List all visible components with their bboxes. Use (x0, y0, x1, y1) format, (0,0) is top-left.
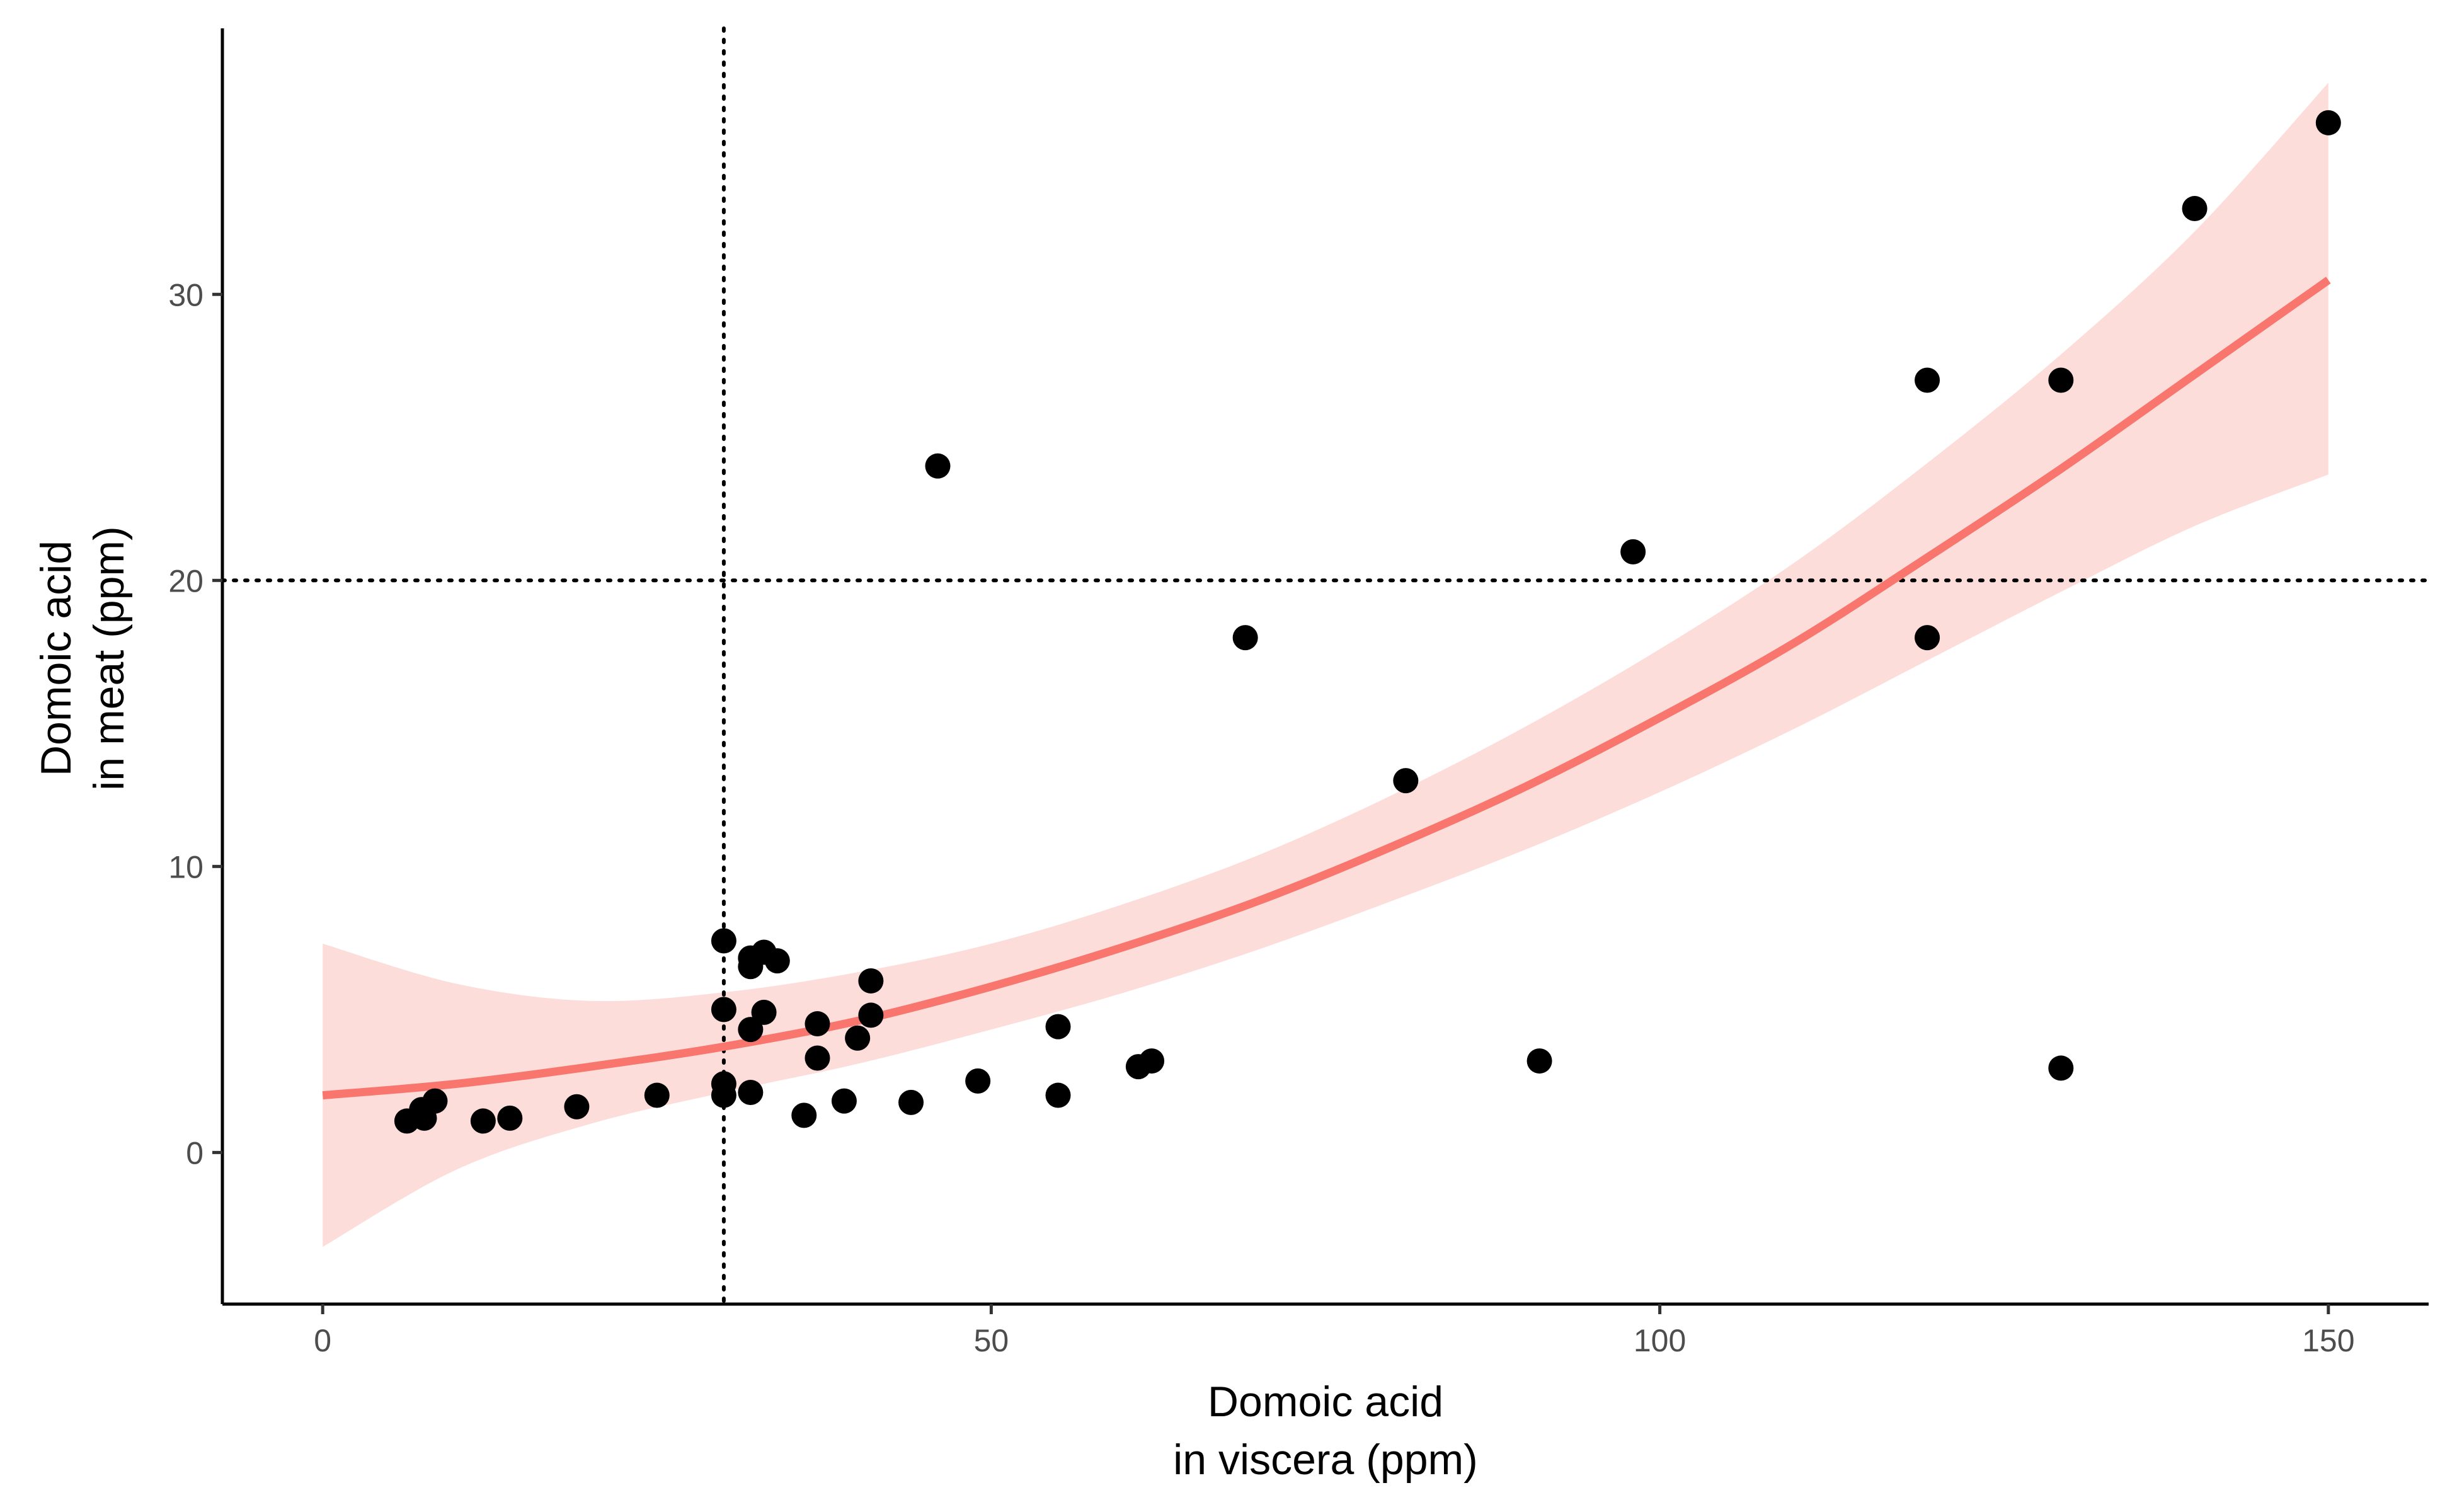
data-point (711, 928, 736, 954)
data-point (791, 1102, 817, 1128)
data-point (1620, 539, 1646, 564)
data-point (751, 999, 777, 1025)
data-point (1045, 1082, 1071, 1108)
y-tick-label: 0 (186, 1135, 203, 1171)
y-tick-label: 30 (168, 277, 203, 312)
y-axis-title-line1: Domoic acid (32, 541, 80, 776)
x-tick-label: 100 (1634, 1323, 1686, 1358)
data-point (1915, 367, 1940, 393)
x-tick-label: 0 (314, 1323, 331, 1358)
data-point (1139, 1048, 1165, 1074)
data-point (831, 1088, 857, 1114)
data-point (711, 997, 736, 1022)
data-point (925, 453, 951, 479)
data-point (2182, 196, 2208, 222)
panel-background (222, 28, 2429, 1304)
data-point (470, 1108, 496, 1134)
data-point (2048, 367, 2074, 393)
y-axis-ticks: 0 10 20 30 (168, 277, 222, 1171)
data-point (738, 1017, 764, 1043)
data-point (1526, 1048, 1552, 1074)
data-point (858, 1002, 884, 1028)
data-point (711, 1071, 736, 1097)
data-point (845, 1025, 871, 1051)
x-tick-label: 150 (2302, 1323, 2354, 1358)
data-point (1232, 625, 1258, 651)
fit-line (322, 277, 2331, 1100)
x-axis-ticks: 0 50 100 150 (314, 1304, 2355, 1358)
x-axis-title-line2: in viscera (ppm) (1173, 1436, 1478, 1484)
data-point (805, 1011, 830, 1037)
y-axis-title-line2: in meat (ppm) (85, 526, 133, 790)
data-point (422, 1088, 448, 1114)
data-point (805, 1045, 830, 1071)
data-point (1045, 1014, 1071, 1040)
x-tick-label: 50 (974, 1323, 1009, 1358)
y-axis-title: Domoic acid in meat (ppm) (32, 526, 133, 790)
y-tick-label: 20 (168, 563, 203, 598)
data-points (394, 110, 2341, 1134)
data-point (1393, 768, 1419, 794)
x-axis-title-line1: Domoic acid (1208, 1378, 1443, 1426)
data-point (1915, 625, 1940, 651)
data-point (898, 1089, 924, 1115)
y-tick-label: 10 (168, 849, 203, 885)
reference-lines (220, 26, 2431, 1306)
data-point (965, 1068, 991, 1094)
data-point (497, 1105, 523, 1131)
data-point (2048, 1055, 2074, 1081)
data-point (858, 968, 884, 994)
data-point (738, 1080, 764, 1106)
data-point (764, 948, 790, 974)
data-point (564, 1094, 590, 1120)
data-point (644, 1082, 670, 1108)
confidence-band (323, 83, 2328, 1247)
data-point (2315, 110, 2341, 135)
